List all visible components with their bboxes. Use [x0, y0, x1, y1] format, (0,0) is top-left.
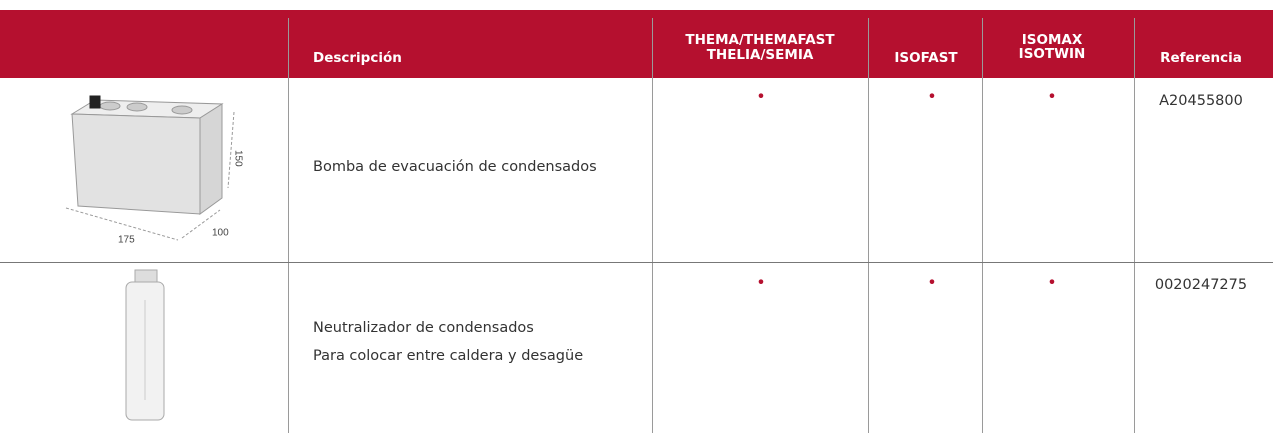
header-cell: THELIA/SEMIA — [707, 47, 814, 63]
description: Para colocar entre caldera y desagüe — [313, 348, 583, 364]
header-cell: ISOFAST — [894, 50, 958, 66]
compat-mark: • — [927, 87, 936, 106]
compat-mark: • — [927, 273, 936, 292]
header-cell: THEMA/THEMAFAST — [685, 32, 835, 48]
dimension-label: 100 — [212, 228, 229, 239]
compat-mark: • — [1047, 87, 1056, 106]
column-lines — [288, 18, 1135, 433]
description: Bomba de evacuación de condensados — [313, 159, 597, 175]
header-cell: Referencia — [1160, 50, 1242, 66]
reference: 0020247275 — [1155, 277, 1247, 293]
header-cell: ISOTWIN — [1019, 46, 1086, 62]
reference: A20455800 — [1159, 93, 1243, 109]
compat-mark: • — [756, 87, 765, 106]
header-cell: Descripción — [313, 50, 402, 66]
compat-mark: • — [756, 273, 765, 292]
product-image — [65, 95, 235, 241]
header-band — [0, 10, 1273, 78]
header-cell: ISOMAX — [1022, 32, 1083, 48]
description: Neutralizador de condensados — [313, 320, 534, 336]
compat-mark: • — [1047, 273, 1056, 292]
product-image — [125, 269, 165, 421]
dimension-label: 150 — [232, 150, 243, 167]
dimension-label: 175 — [118, 235, 135, 246]
